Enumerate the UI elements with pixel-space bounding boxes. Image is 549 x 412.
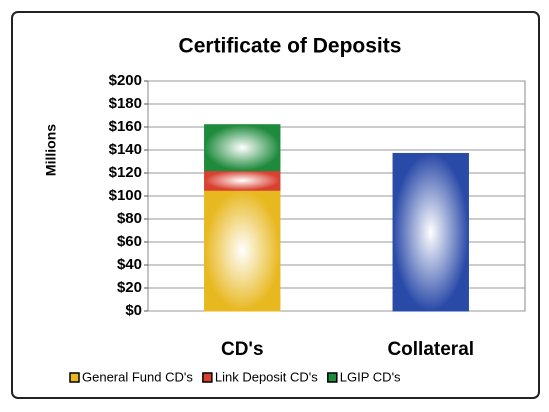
legend-marker [202,372,213,383]
y-tick-label: $140 [109,141,142,158]
bar-segment [392,152,469,312]
legend-label: General Fund CD's [82,369,193,384]
legend-label: LGIP CD's [340,369,401,384]
y-axis-label: Millions [43,124,59,176]
legend-marker [327,372,338,383]
legend-marker [69,372,80,383]
x-tick-label: CD's [221,339,264,360]
y-tick-label: $0 [125,302,142,319]
x-tick-label: Collateral [387,339,474,360]
y-tick-label: $20 [117,279,142,296]
y-tick-label: $100 [109,187,142,204]
legend-label: Link Deposit CD's [215,369,318,384]
y-tick-label: $200 [109,72,142,89]
y-tick-label: $120 [109,164,142,181]
bar-segment [204,170,281,191]
bar-segment [204,189,281,312]
y-tick-label: $80 [117,210,142,227]
y-tick-label: $40 [117,256,142,273]
bar-segment [204,124,281,172]
chart-title: Certificate of Deposits [179,35,402,58]
y-tick-label: $60 [117,233,142,250]
y-tick-label: $180 [109,95,142,112]
y-tick-label: $160 [109,118,142,135]
